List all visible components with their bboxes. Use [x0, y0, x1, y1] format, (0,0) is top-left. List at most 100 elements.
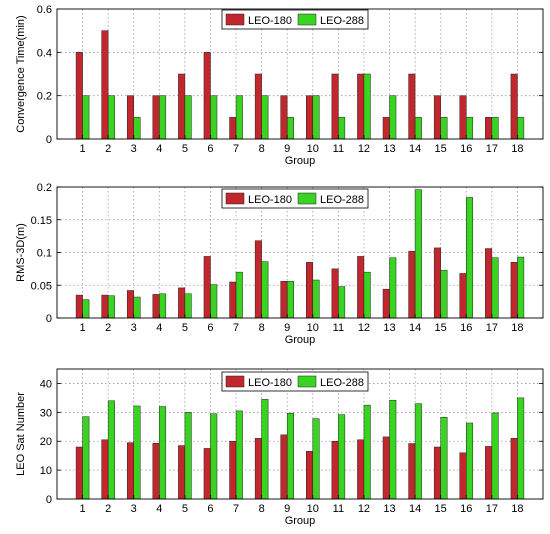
x-tick-label: 13 [383, 503, 395, 515]
x-tick-label: 7 [233, 322, 239, 334]
bar [517, 397, 525, 500]
x-tick-label: 7 [233, 503, 239, 515]
bar [229, 117, 237, 140]
bar [338, 286, 346, 319]
bar [357, 73, 365, 140]
x-tick-label: 7 [233, 143, 239, 155]
x-tick-label: 11 [333, 322, 344, 334]
x-tick-label: 1 [80, 143, 86, 155]
bar [133, 405, 141, 500]
legend-swatch [297, 192, 317, 205]
legend: LEO-180 LEO-288 [221, 188, 369, 209]
y-axis-label: Convergence Time(min) [15, 15, 27, 132]
bar [485, 446, 493, 500]
bar [159, 95, 167, 140]
legend-label: LEO-180 [248, 377, 292, 389]
bar [126, 95, 134, 140]
x-tick-label: 6 [207, 322, 213, 334]
x-tick-label: 13 [383, 143, 395, 155]
y-axis-label: LEO Sat Number [15, 392, 27, 476]
bar [382, 117, 390, 140]
x-tick-label: 2 [105, 322, 111, 334]
chart-panel-2: 00.050.10.150.21 2 3 4 5 6 7 8 9 10 11 12 13 14 15 16 17… [15, 182, 544, 346]
bar [331, 73, 339, 140]
bar [517, 256, 525, 319]
x-tick-label: 4 [156, 322, 162, 334]
bar [184, 95, 192, 140]
bar [82, 299, 90, 319]
bar [254, 240, 262, 319]
chart-panel-1: 00.20.40.61 2 3 4 5 6 7 8 9 10 11 12 13 14 15 16 17 18Gro… [15, 4, 544, 167]
bar [254, 73, 262, 140]
bar [261, 261, 269, 319]
legend-swatch [225, 13, 245, 26]
legend: LEO-180 LEO-288 [221, 9, 369, 30]
legend-label: LEO-180 [248, 194, 292, 206]
bar [280, 434, 288, 500]
y-tick-label: 30 [40, 407, 52, 419]
bar [312, 279, 320, 319]
legend: LEO-180 LEO-288 [221, 371, 369, 392]
bar [235, 271, 243, 319]
bar [254, 438, 262, 500]
x-tick-label: 17 [486, 322, 498, 334]
bar [433, 247, 441, 319]
bar [229, 440, 237, 500]
x-tick-label: 5 [182, 322, 188, 334]
bar [510, 438, 518, 500]
bar [152, 95, 160, 140]
bar [235, 95, 243, 140]
x-tick-label: 4 [156, 143, 162, 155]
bar [126, 290, 134, 319]
x-tick-label: 8 [259, 143, 265, 155]
y-tick-label: 0.6 [37, 4, 52, 16]
y-tick-label: 0.4 [37, 47, 52, 59]
bar [338, 117, 346, 140]
x-tick-label: 12 [358, 503, 370, 515]
bar [414, 189, 422, 319]
y-tick-label: 0 [46, 134, 52, 146]
series-leo-288 [82, 189, 525, 319]
bar [203, 448, 211, 500]
x-tick-label: 9 [284, 143, 290, 155]
bar [107, 400, 115, 500]
bar [517, 117, 525, 140]
bar [82, 95, 90, 140]
bar [485, 117, 493, 140]
legend-box [221, 9, 369, 30]
x-tick-label: 15 [435, 143, 447, 155]
x-tick-label: 1 [80, 322, 86, 334]
bar [178, 287, 186, 319]
bar [286, 412, 294, 500]
bar [203, 256, 211, 319]
x-axis-label: Group [285, 515, 316, 527]
legend-swatch [297, 375, 317, 388]
bar [338, 414, 346, 500]
bar [363, 271, 371, 319]
y-tick-label: 0 [46, 494, 52, 506]
bar [440, 416, 448, 500]
x-tick-label: 3 [131, 322, 137, 334]
bar [357, 439, 365, 500]
bar [485, 248, 493, 319]
x-tick-label: 18 [511, 503, 523, 515]
bar [107, 95, 115, 140]
bar [75, 52, 83, 140]
bar [363, 73, 371, 140]
bar [101, 439, 109, 500]
bar [286, 117, 294, 140]
x-tick-label: 17 [486, 503, 498, 515]
bar [210, 95, 218, 140]
bar [210, 284, 218, 319]
bar [306, 95, 314, 140]
bar [466, 197, 474, 319]
x-tick-label: 11 [333, 503, 344, 515]
y-tick-label: 0 [46, 313, 52, 325]
x-tick-label: 14 [409, 503, 421, 515]
bar [440, 117, 448, 140]
bar [306, 451, 314, 500]
bar [382, 436, 390, 500]
bar [357, 256, 365, 319]
